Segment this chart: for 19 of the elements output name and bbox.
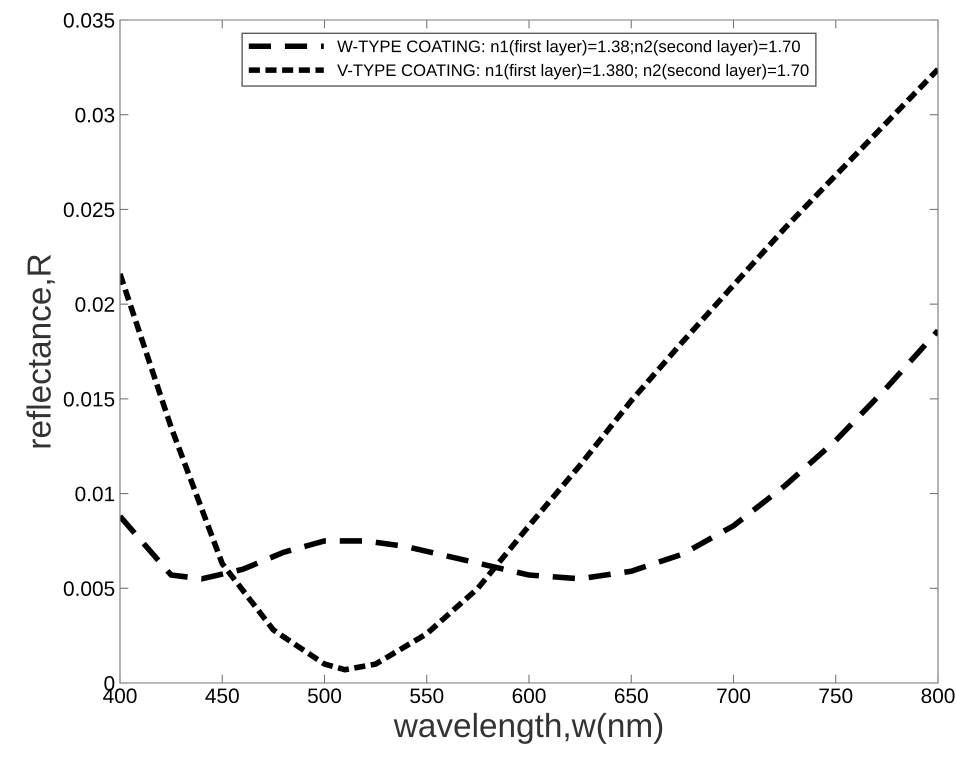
x-tick-label: 450 (205, 688, 239, 704)
y-tick-label: 0.03 (75, 108, 114, 122)
x-tick-label: 800 (922, 688, 955, 704)
legend-label: W-TYPE COATING: n1(first layer)=1.38;n2(second layer)=1.70 (337, 40, 800, 56)
y-axis-title: reflectance,R (26, 254, 55, 448)
y-tick-label: 0.025 (64, 202, 114, 218)
x-tick-label: 750 (819, 688, 852, 704)
x-tick-label: 600 (512, 688, 546, 704)
legend-label: V-TYPE COATING: n1(first layer)=1.380; n2(second layer)=1.70 (337, 64, 809, 80)
y-tick-label: 0.01 (75, 486, 114, 502)
x-tick-label: 650 (614, 688, 648, 704)
x-axis-title: wavelength,w(nm) (394, 712, 662, 744)
y-tick-label: 0.015 (64, 392, 114, 407)
y-tick-label: 0.035 (64, 13, 114, 28)
y-tick-label: 0.005 (64, 581, 114, 596)
x-tick-label: 550 (410, 688, 444, 704)
y-tick-label: 0.02 (75, 297, 114, 312)
x-tick-label: 500 (308, 688, 342, 704)
x-tick-label: 700 (717, 688, 750, 704)
